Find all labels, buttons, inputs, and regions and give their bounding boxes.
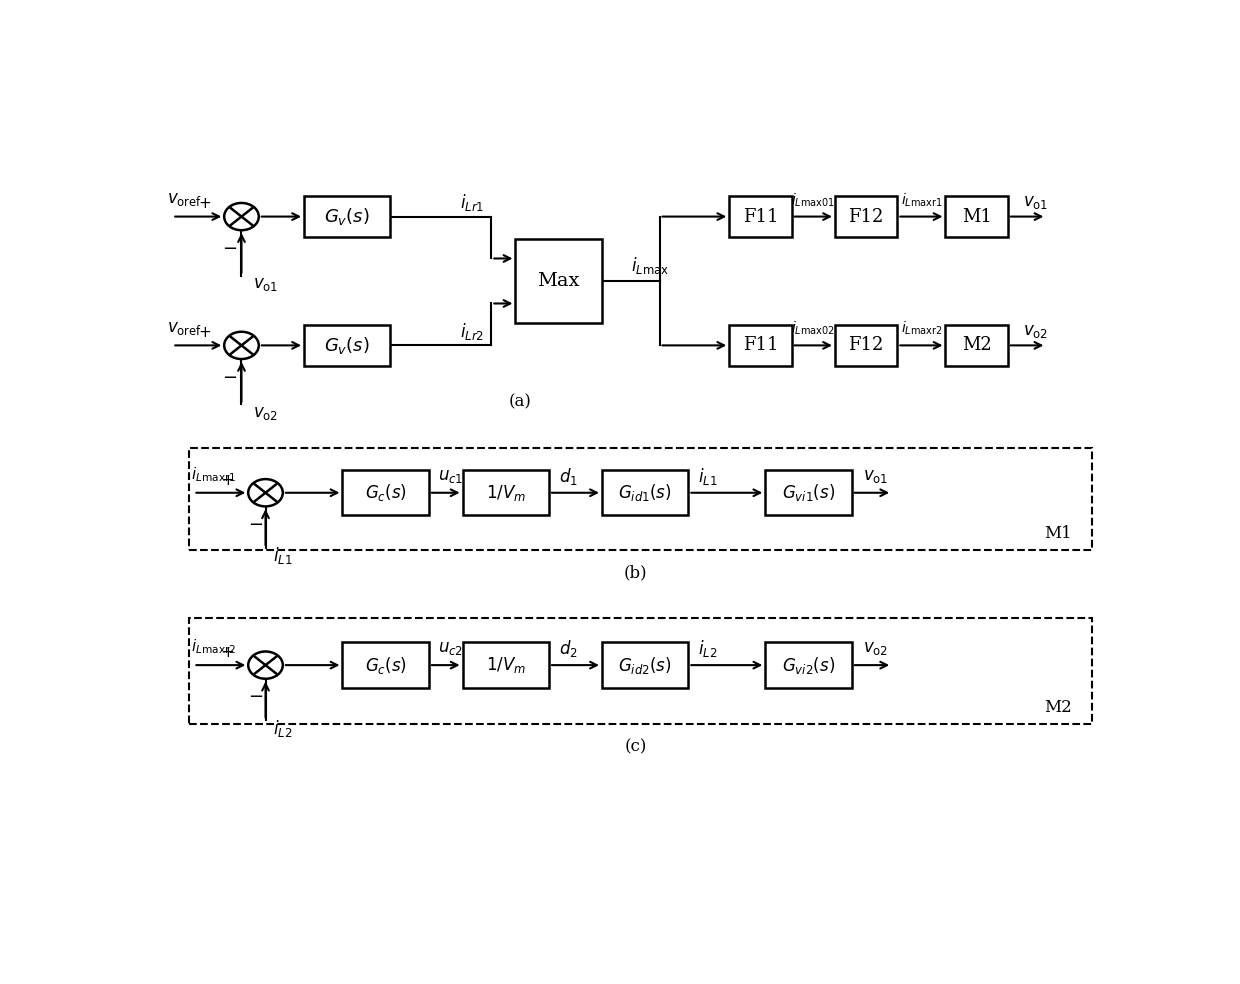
Text: $v_{\rm oref}$: $v_{\rm oref}$ — [166, 192, 202, 209]
Text: $G_{vi1}(s)$: $G_{vi1}(s)$ — [782, 482, 835, 503]
Text: $i_{L{\rm maxr2}}$: $i_{L{\rm maxr2}}$ — [900, 320, 942, 338]
Text: $G_v(s)$: $G_v(s)$ — [325, 335, 370, 356]
Text: F12: F12 — [848, 337, 884, 354]
Text: $+$: $+$ — [198, 327, 212, 340]
Bar — [835, 325, 898, 366]
Text: $i_{Lr2}$: $i_{Lr2}$ — [460, 321, 484, 342]
Text: $i_{L{\rm max01}}$: $i_{L{\rm max01}}$ — [791, 191, 836, 209]
Bar — [601, 643, 688, 688]
Text: $v_{\rm o1}$: $v_{\rm o1}$ — [1023, 195, 1049, 212]
Text: F11: F11 — [743, 208, 779, 225]
Bar — [463, 470, 549, 516]
Text: $G_v(s)$: $G_v(s)$ — [325, 206, 370, 227]
Text: $1/V_m$: $1/V_m$ — [486, 655, 526, 675]
Text: (b): (b) — [624, 564, 647, 582]
Text: $G_{vi2}(s)$: $G_{vi2}(s)$ — [782, 654, 835, 676]
Text: $u_{c1}$: $u_{c1}$ — [439, 467, 464, 484]
Text: $G_c(s)$: $G_c(s)$ — [365, 482, 407, 503]
Text: M2: M2 — [962, 337, 992, 354]
Bar — [304, 196, 391, 237]
Bar — [342, 470, 429, 516]
Bar — [945, 325, 1008, 366]
Bar — [945, 196, 1008, 237]
Circle shape — [248, 479, 283, 507]
Bar — [729, 196, 791, 237]
Bar — [765, 470, 852, 516]
Text: $d_1$: $d_1$ — [558, 465, 578, 486]
Bar — [342, 643, 429, 688]
Text: M1: M1 — [1044, 524, 1073, 542]
Text: $i_{L{\rm maxr1}}$: $i_{L{\rm maxr1}}$ — [191, 465, 236, 484]
Text: $v_{\rm o2}$: $v_{\rm o2}$ — [1023, 324, 1049, 340]
Bar — [188, 448, 1092, 550]
Text: $G_c(s)$: $G_c(s)$ — [365, 654, 407, 676]
Bar — [729, 325, 791, 366]
Text: $-$: $-$ — [222, 238, 238, 256]
Text: M1: M1 — [962, 208, 992, 225]
Text: $+$: $+$ — [221, 646, 233, 660]
Text: M2: M2 — [1044, 699, 1073, 716]
Text: $i_{L{\rm max}}$: $i_{L{\rm max}}$ — [631, 255, 668, 277]
Bar — [765, 643, 852, 688]
Text: $+$: $+$ — [221, 473, 233, 488]
Text: $v_{\rm o1}$: $v_{\rm o1}$ — [253, 277, 278, 293]
Text: $-$: $-$ — [222, 367, 238, 385]
Text: $i_{L{\rm max02}}$: $i_{L{\rm max02}}$ — [791, 320, 836, 338]
Bar — [601, 470, 688, 516]
Text: $G_{id2}(s)$: $G_{id2}(s)$ — [619, 654, 672, 676]
Text: $v_{\rm o2}$: $v_{\rm o2}$ — [253, 405, 278, 422]
Text: $i_{L2}$: $i_{L2}$ — [273, 717, 293, 739]
Text: $v_{\rm o1}$: $v_{\rm o1}$ — [863, 467, 889, 484]
Text: $1/V_m$: $1/V_m$ — [486, 483, 526, 503]
Text: $G_{id1}(s)$: $G_{id1}(s)$ — [619, 482, 672, 503]
Bar — [835, 196, 898, 237]
Text: F11: F11 — [743, 337, 779, 354]
Text: (c): (c) — [624, 738, 647, 756]
Text: $v_{\rm o2}$: $v_{\rm o2}$ — [863, 640, 889, 657]
Text: $i_{L1}$: $i_{L1}$ — [698, 465, 718, 486]
Circle shape — [224, 203, 259, 230]
Text: $-$: $-$ — [248, 514, 263, 532]
Circle shape — [224, 332, 259, 359]
Text: (a): (a) — [508, 394, 532, 410]
Bar — [304, 325, 391, 366]
Text: $-$: $-$ — [248, 687, 263, 705]
Text: Max: Max — [537, 272, 580, 290]
Bar — [188, 618, 1092, 724]
Text: $i_{L{\rm maxr2}}$: $i_{L{\rm maxr2}}$ — [191, 638, 236, 656]
Text: $+$: $+$ — [198, 198, 212, 212]
Text: $i_{Lr1}$: $i_{Lr1}$ — [460, 193, 485, 214]
Bar — [463, 643, 549, 688]
Text: $v_{\rm oref}$: $v_{\rm oref}$ — [166, 320, 202, 338]
Text: $d_2$: $d_2$ — [558, 638, 578, 659]
Text: $i_{L{\rm maxr1}}$: $i_{L{\rm maxr1}}$ — [900, 191, 942, 209]
Bar — [516, 239, 601, 323]
Text: $u_{c2}$: $u_{c2}$ — [439, 640, 464, 657]
Circle shape — [248, 651, 283, 679]
Text: $i_{L1}$: $i_{L1}$ — [273, 545, 293, 566]
Text: F12: F12 — [848, 208, 884, 225]
Text: $i_{L2}$: $i_{L2}$ — [698, 638, 717, 659]
